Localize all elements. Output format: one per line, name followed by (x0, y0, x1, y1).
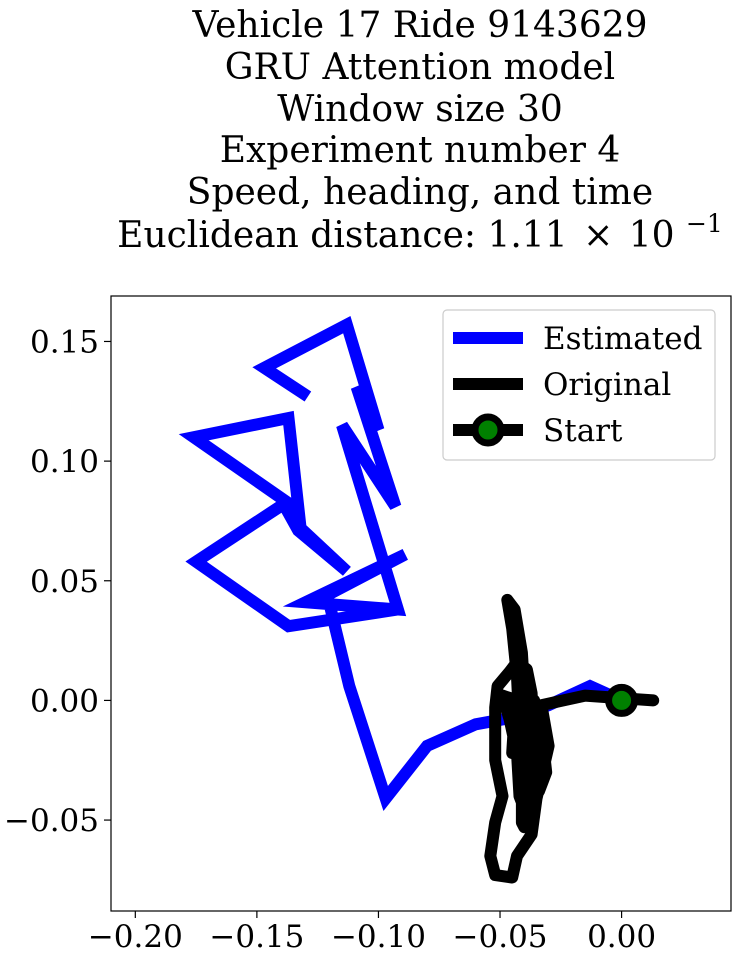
legend-swatch-start-marker (471, 413, 505, 447)
x-tick-label: −0.05 (453, 919, 548, 955)
legend-label-estimated: Estimated (543, 321, 702, 357)
y-axis: −0.05 0.00 0.05 0.10 0.15 (4, 324, 111, 839)
legend-label-original: Original (543, 367, 671, 403)
title-line-3: Window size 30 (277, 89, 563, 130)
y-tick-label: 0.10 (30, 444, 99, 480)
title-line-6: Euclidean distance: 1.11 × 10 −1 (117, 209, 723, 256)
title-line-1: Vehicle 17 Ride 9143629 (191, 5, 647, 46)
start-marker (605, 683, 639, 717)
y-tick-label: 0.05 (30, 564, 99, 600)
legend-box (442, 309, 716, 461)
series-layer (178, 316, 660, 884)
x-tick-label: 0.00 (587, 919, 656, 955)
title-exponent-base: 10 (629, 215, 675, 256)
title-exponent: −1 (686, 209, 723, 238)
title-line-2: GRU Attention model (225, 47, 615, 88)
x-tick-label: −0.20 (88, 919, 183, 955)
plot-frame (110, 295, 732, 912)
y-tick-label: 0.15 (30, 324, 99, 360)
chart-title: Vehicle 17 Ride 9143629 GRU Attention mo… (117, 5, 723, 256)
series-original-line (484, 593, 660, 884)
legend: Estimated Original Start (442, 309, 716, 461)
y-tick-label: −0.05 (4, 803, 99, 839)
series-estimated-line-segment (178, 410, 399, 633)
x-tick-label: −0.10 (331, 919, 426, 955)
x-axis: −0.20 −0.15 −0.10 −0.05 0.00 (88, 911, 656, 955)
title-distance-prefix: Euclidean distance: 1.11 (117, 215, 567, 256)
legend-label-start: Start (543, 413, 623, 449)
title-line-4: Experiment number 4 (220, 130, 621, 171)
title-line-5: Speed, heading, and time (187, 172, 653, 213)
y-tick-label: 0.00 (30, 683, 99, 719)
title-times-sign: × (583, 215, 613, 256)
x-tick-label: −0.15 (209, 919, 304, 955)
